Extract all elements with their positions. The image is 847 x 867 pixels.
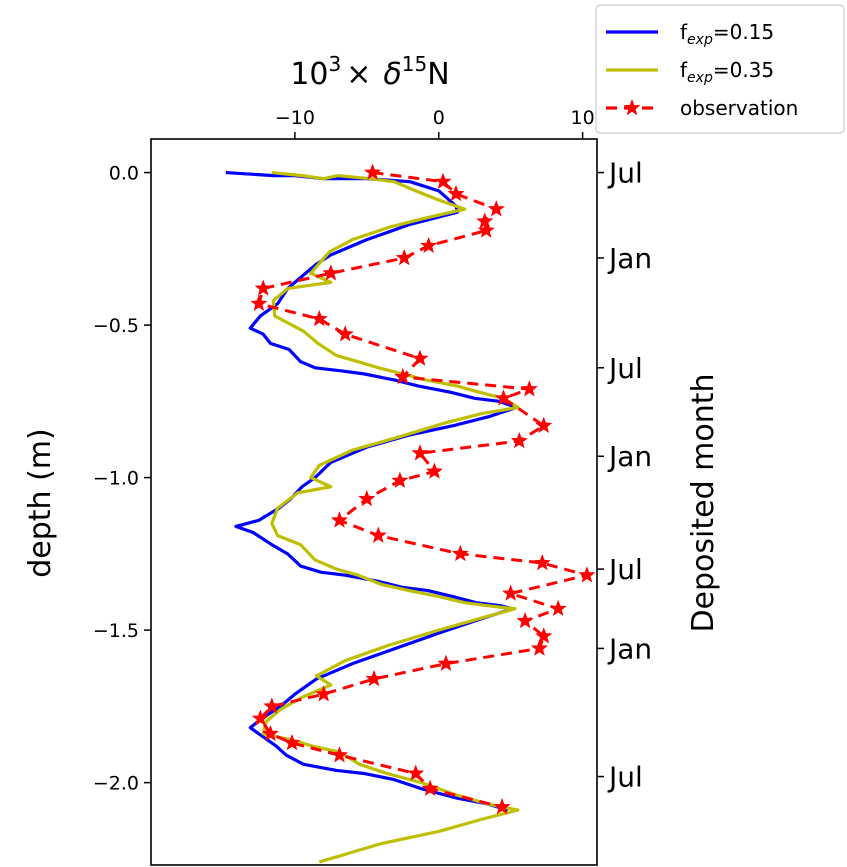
observation-marker-19: [411, 444, 429, 461]
series-layer: [225, 163, 596, 864]
observation-marker-41: [407, 764, 425, 781]
observation-marker-33: [437, 654, 455, 671]
month-tick-label-5: Jan: [607, 632, 652, 665]
legend-label-0: fexp=0.15: [680, 20, 774, 48]
month-tick-label-6: Jul: [607, 761, 643, 794]
x-tick-label-0: −10: [275, 107, 315, 129]
observation-marker-39: [283, 733, 301, 751]
legend-items: fexp=0.15 fexp=0.35 observation: [606, 20, 798, 120]
observation-marker-6: [420, 236, 438, 254]
month-tick-label-4: Jul: [607, 553, 643, 586]
x-tick-label-1: 0: [433, 107, 445, 129]
observation-marker-22: [358, 489, 376, 507]
observation-marker-16: [494, 389, 513, 406]
observation-marker-36: [263, 697, 281, 714]
observation-marker-4: [476, 212, 494, 229]
legend-label-1: fexp=0.35: [680, 58, 774, 86]
y-tick-label-1: −0.5: [93, 315, 139, 337]
month-tick-label-1: Jan: [607, 242, 652, 275]
observation-marker-12: [336, 325, 354, 342]
y-tick-label-2: −1.0: [93, 468, 139, 490]
x-axis-ticks: −10 0 10: [275, 107, 595, 139]
y-tick-label-4: −2.0: [93, 773, 139, 795]
observation-marker-0: [364, 163, 382, 180]
y-axis-ticks: 0.0 −0.5 −1.0 −1.5 −2.0: [93, 163, 151, 795]
observation-marker-29: [549, 599, 567, 617]
series-line-0: [225, 170, 519, 812]
plot-frame: [150, 138, 598, 866]
observation-marker-15: [520, 380, 538, 397]
observation-marker-26: [533, 554, 551, 571]
observation-marker-38: [261, 724, 279, 742]
observation-marker-18: [510, 431, 528, 449]
observation-marker-24: [369, 526, 387, 543]
observation-marker-28: [502, 584, 520, 601]
observation-marker-13: [411, 349, 429, 366]
y-tick-label-0: 0.0: [109, 163, 139, 185]
observation-marker-23: [330, 511, 349, 528]
observation-marker-35: [315, 685, 333, 702]
observation-marker-7: [395, 248, 413, 266]
observation-marker-21: [391, 471, 409, 488]
month-tick-label-0: Jul: [607, 157, 643, 190]
observation-marker-20: [425, 462, 443, 479]
observation-marker-14: [394, 367, 412, 385]
observation-marker-17: [535, 416, 553, 434]
observation-marker-8: [322, 264, 340, 281]
observation-marker-31: [535, 627, 553, 644]
month-tick-label-2: Jul: [607, 352, 643, 385]
observation-marker-30: [516, 611, 534, 629]
y-tick-label-3: −1.5: [93, 620, 139, 642]
observation-marker-43: [493, 798, 511, 815]
legend-box: [595, 4, 845, 134]
legend-label-2: observation: [680, 96, 798, 120]
y-axis-title: depth (m): [23, 428, 58, 578]
right-axis-title: Deposited month: [686, 373, 721, 632]
observation-marker-1: [434, 172, 452, 189]
observation-marker-40: [330, 746, 349, 763]
observation-marker-27: [578, 566, 596, 583]
top-axis-title: 103 × δ15N: [290, 52, 449, 92]
observation-marker-3: [487, 200, 505, 217]
month-axis-ticks: Jul Jan Jul Jan Jul Jan Jul: [597, 157, 652, 794]
month-tick-label-3: Jan: [607, 440, 652, 473]
observation-marker-11: [310, 309, 328, 327]
x-tick-label-2: 10: [571, 107, 595, 129]
legend-star-2: [623, 99, 641, 116]
observation-marker-32: [530, 639, 549, 656]
observation-marker-34: [365, 669, 383, 687]
observation-marker-37: [251, 709, 269, 726]
observation-marker-42: [421, 779, 439, 797]
observation-marker-5: [477, 221, 495, 238]
series-line-2: [257, 171, 589, 809]
legend: fexp=0.15 fexp=0.35 observation: [595, 4, 845, 134]
observation-marker-9: [254, 279, 272, 296]
observation-marker-2: [447, 184, 465, 202]
observation-marker-10: [250, 294, 268, 311]
observation-marker-25: [451, 544, 469, 562]
